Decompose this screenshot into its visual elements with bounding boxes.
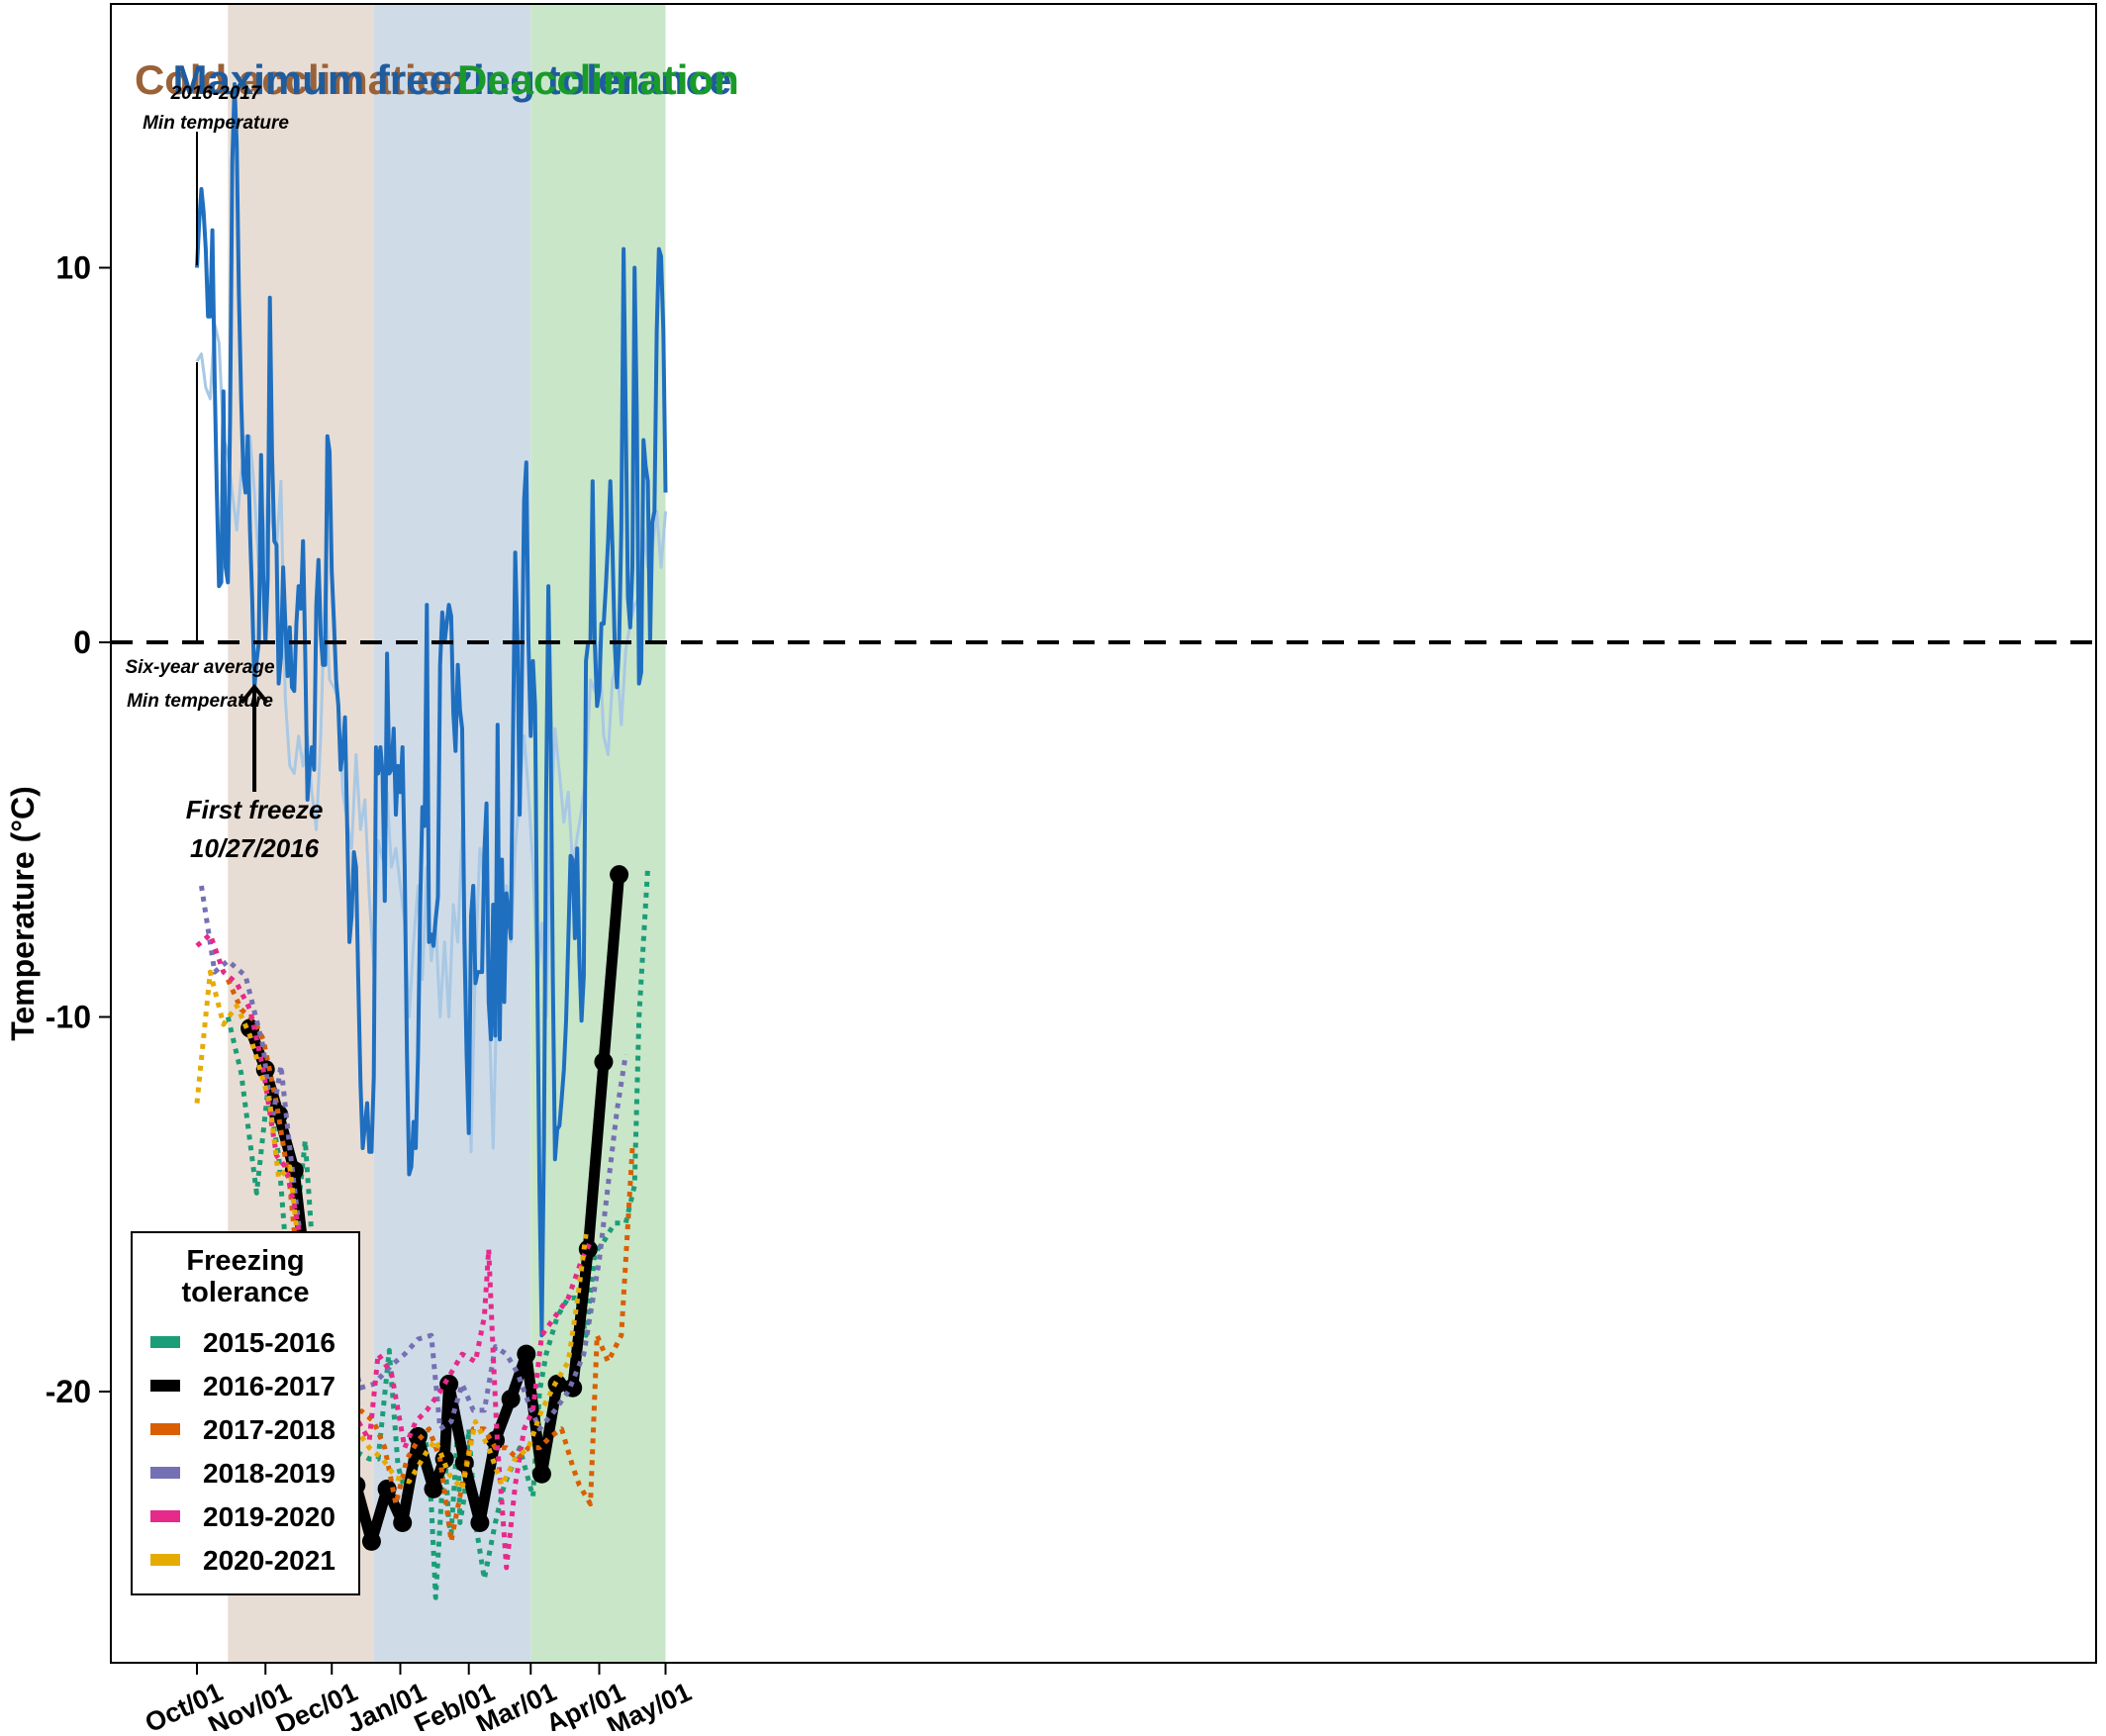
- legend-swatch-2016-2017: [150, 1380, 180, 1392]
- period-bands: [228, 4, 666, 1663]
- series-2016-2017-point-19: [517, 1344, 536, 1364]
- legend-label-2016-2017: 2016-2017: [203, 1371, 335, 1401]
- y-tick-label-10: 10: [55, 250, 91, 286]
- legend-label-2017-2018: 2017-2018: [203, 1414, 335, 1445]
- series-2016-2017-point-11: [408, 1426, 428, 1446]
- series-2017-2018-line: [226, 978, 635, 1544]
- series-2016-2017-point-16: [470, 1512, 490, 1532]
- y-axis-label: Temperature (°C): [5, 786, 41, 1041]
- series-2016-2017-point-18: [501, 1390, 521, 1409]
- first-freeze-arrowhead: [239, 683, 269, 705]
- annotations: 2016-2017 Min temperature Six-year avera…: [125, 83, 323, 863]
- y-tick-label--20: -20: [46, 1374, 91, 1409]
- first-freeze-date: 10/27/2016: [190, 833, 320, 863]
- series-2016-2017-point-14: [439, 1374, 459, 1394]
- legend-box: [131, 1231, 360, 1595]
- plot-frame: [110, 3, 2097, 1664]
- legend-swatch-2019-2020: [150, 1510, 180, 1522]
- period-label-deacclimation: Deacclimation: [457, 56, 739, 103]
- y-tick-label-0: 0: [73, 625, 91, 660]
- series-2016-2017-point-20: [531, 1464, 551, 1484]
- period-label-maximum-freezing-tolerance: Maximum freezing tolerance: [173, 56, 732, 103]
- legend-swatch-2015-2016: [150, 1336, 180, 1348]
- y-tick-label--10: -10: [46, 1000, 91, 1035]
- legend-swatch-2018-2019: [150, 1467, 180, 1479]
- legend-label-2018-2019: 2018-2019: [203, 1458, 335, 1489]
- series-2016-2017-point-24: [594, 1052, 614, 1072]
- series-2019-2020-line: [195, 931, 593, 1571]
- avg-label-line1: Six-year average: [125, 657, 274, 678]
- legend: Freezing tolerance 2015-2016 2016-2017 201…: [131, 1231, 360, 1595]
- min-temperature-line: [195, 82, 668, 1338]
- legend-title-line1: Freezing: [186, 1245, 304, 1277]
- series-2016-2017-point-8: [361, 1531, 381, 1551]
- series-2016-2017-point-10: [393, 1512, 413, 1532]
- legend-swatch-2020-2021: [150, 1554, 180, 1566]
- series-2016-2017-point-12: [424, 1479, 443, 1498]
- legend-swatch-2017-2018: [150, 1423, 180, 1435]
- series-2016-2017-point-9: [377, 1479, 397, 1498]
- legend-label-2020-2021: 2020-2021: [203, 1545, 335, 1576]
- min-2016-label-line1: 2016-2017: [170, 83, 262, 104]
- legend-label-2019-2020: 2019-2020: [203, 1501, 335, 1532]
- period-label-cold-acclimation: Cold acclimation: [135, 56, 467, 103]
- min-temperature-2016-2017: [195, 82, 668, 1338]
- legend-title-line2: tolerance: [182, 1277, 310, 1308]
- min-2016-label-line2: Min temperature: [143, 113, 289, 134]
- series-2020-2021-line: [194, 969, 589, 1492]
- series-2016-2017-point-25: [610, 865, 629, 885]
- legend-label-2015-2016: 2015-2016: [203, 1327, 335, 1358]
- avg-label-line2: Min temperature: [127, 691, 273, 712]
- first-freeze-label: First freeze: [186, 795, 324, 824]
